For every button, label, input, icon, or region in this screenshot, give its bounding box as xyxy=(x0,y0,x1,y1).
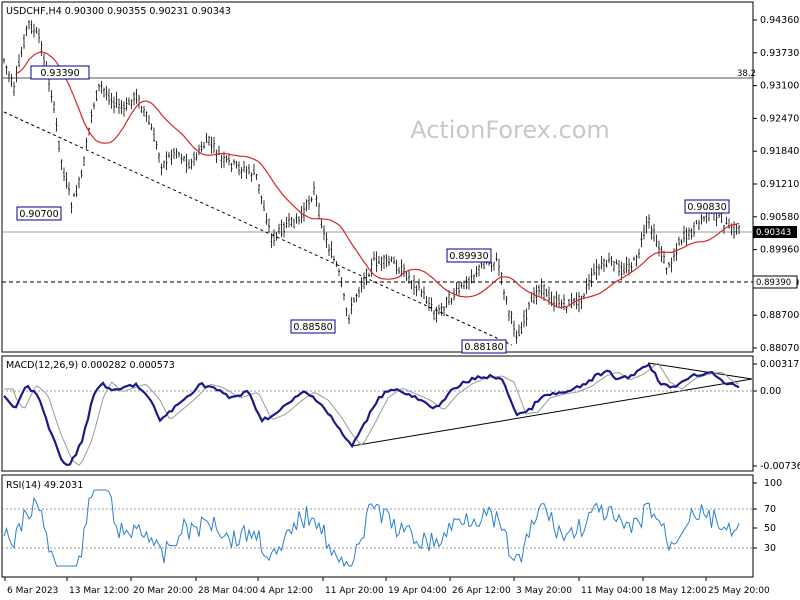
x-tick-label: 28 Mar 04:00 xyxy=(198,586,258,596)
annotation-high-text: 0.93390 xyxy=(40,68,79,79)
price-y-tick-label: 0.88070 xyxy=(760,343,799,354)
price-y-tick-label: 0.89960 xyxy=(760,245,799,256)
macd-panel-title: MACD(12,26,9) 0.000282 0.000573 xyxy=(6,360,175,371)
x-tick-label: 18 May 12:00 xyxy=(645,586,707,596)
x-axis: 6 Mar 2023 13 Mar 12:00 20 Mar 20:00 28 Mar… xyxy=(4,577,770,596)
price-y-tick-label: 0.88700 xyxy=(760,310,799,321)
rsi-y-tick-label: 70 xyxy=(764,504,776,515)
price-trendline xyxy=(3,111,513,346)
rsi-y-tick-label: 50 xyxy=(764,523,776,534)
rsi-line xyxy=(3,489,740,568)
x-tick-label: 3 May 20:00 xyxy=(516,586,572,596)
rsi-y-tick-label: 100 xyxy=(764,478,782,489)
annotation-low-2: 0.88580 xyxy=(290,319,336,334)
price-y-tick-label: 0.90580 xyxy=(760,212,799,223)
annotation-high: 0.93390 xyxy=(30,65,90,80)
rsi-panel-frame xyxy=(1,474,754,578)
x-tick-label: 20 Mar 20:00 xyxy=(133,586,193,596)
price-y-tick-label: 0.92470 xyxy=(760,113,799,124)
annotation-low-2-text: 0.88580 xyxy=(293,322,332,333)
annotation-high-2-text: 0.89930 xyxy=(449,251,488,262)
annotation-low-3: 0.88180 xyxy=(461,339,507,354)
price-y-tick-label: 0.91210 xyxy=(760,179,799,190)
macd-signal-line xyxy=(4,362,740,466)
candlestick-series xyxy=(3,20,740,344)
annotation-high-3-text: 0.90830 xyxy=(687,202,726,213)
x-tick-label: 11 Apr 20:00 xyxy=(325,586,384,596)
x-tick-label: 11 May 04:00 xyxy=(581,586,643,596)
price-y-tick-label: 0.93730 xyxy=(760,48,799,59)
price-panel-frame xyxy=(1,1,754,353)
price-y-axis: 0.94360 0.93730 0.93100 0.92470 0.91840 0.912… xyxy=(753,15,799,354)
price-panel-title: USDCHF,H4 0.90300 0.90355 0.90231 0.9034… xyxy=(6,6,231,17)
price-y-tick-label: 0.91840 xyxy=(760,146,799,157)
rsi-y-tick-label: 30 xyxy=(764,543,776,554)
price-y-tick-label: 0.94360 xyxy=(760,15,799,26)
annotation-low-1: 0.90700 xyxy=(16,206,62,221)
support-price-tag: 0.89390 xyxy=(752,275,798,289)
support-price-text: 0.89390 xyxy=(756,278,791,288)
price-y-tick-label: 0.93100 xyxy=(760,81,799,92)
macd-y-tick-label: 0.003178 xyxy=(760,359,800,370)
fib-level-label: 38.2 xyxy=(737,69,756,79)
macd-y-tick-label: 0.00 xyxy=(760,386,781,397)
annotation-high-3: 0.90830 xyxy=(684,199,730,214)
annotation-low-3-text: 0.88180 xyxy=(464,342,503,353)
macd-panel-frame xyxy=(1,355,754,472)
price-annotations: 0.93390 0.90700 0.88580 0.89930 0.88180 … xyxy=(16,65,730,354)
current-price-tag: 0.90343 xyxy=(753,226,797,238)
rsi-panel-title: RSI(14) 49.2031 xyxy=(6,480,83,491)
macd-lower-trendline xyxy=(351,378,753,447)
x-tick-label: 13 Mar 12:00 xyxy=(69,586,129,596)
current-price-text: 0.90343 xyxy=(756,228,791,238)
macd-line xyxy=(3,363,740,467)
watermark-text: ActionForex.com xyxy=(410,116,610,144)
macd-upper-trendline xyxy=(647,362,753,380)
x-tick-label: 4 Apr 12:00 xyxy=(260,586,313,596)
x-tick-label: 26 Apr 12:00 xyxy=(452,586,511,596)
rsi-y-axis: 100 70 50 30 xyxy=(753,478,782,554)
annotation-high-2: 0.89930 xyxy=(446,248,492,263)
x-tick-label: 19 Apr 04:00 xyxy=(388,586,447,596)
x-tick-label: 25 May 20:00 xyxy=(708,586,770,596)
x-tick-label: 6 Mar 2023 xyxy=(7,586,58,596)
moving-average-line xyxy=(16,51,740,309)
annotation-low-1-text: 0.90700 xyxy=(19,209,58,220)
